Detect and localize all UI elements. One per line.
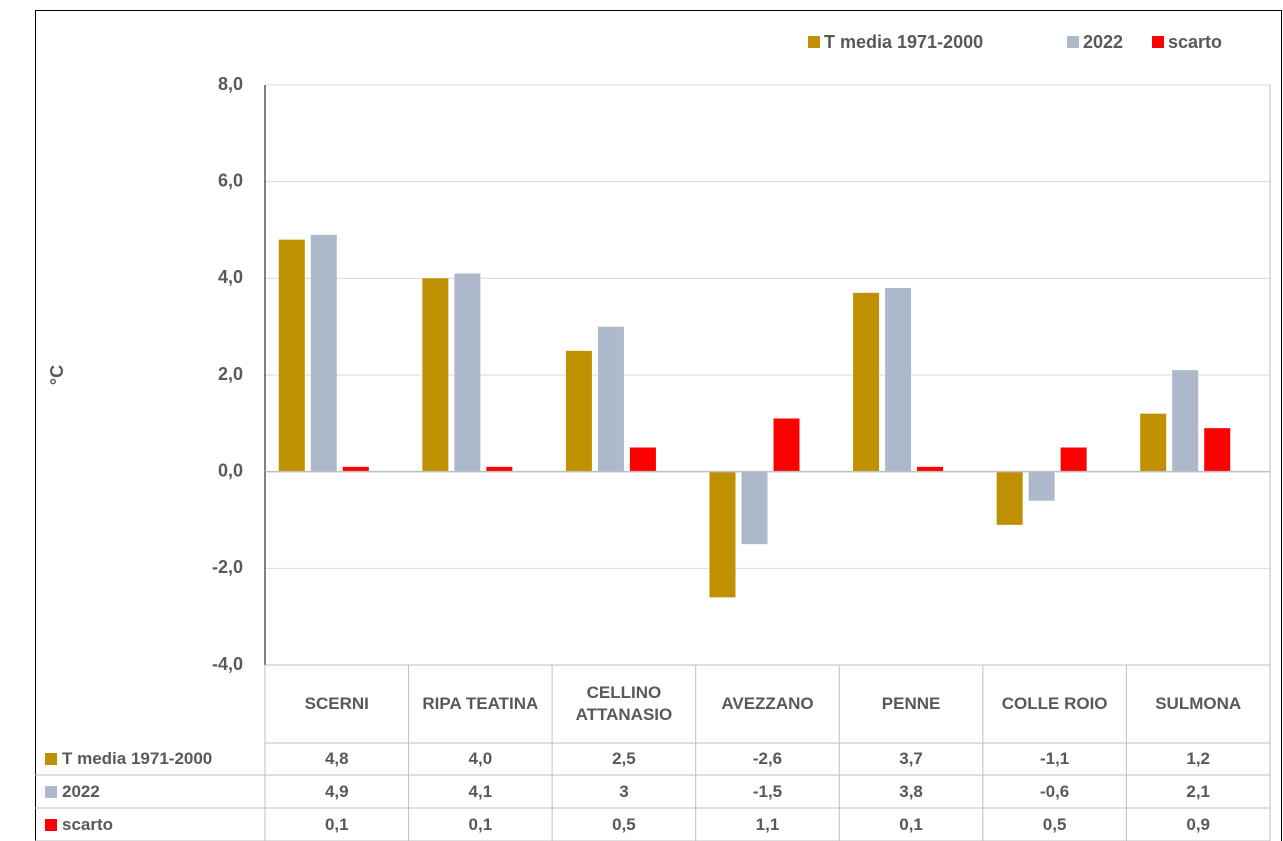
bar: [773, 418, 800, 472]
legend-key: [1152, 36, 1164, 48]
legend-label: T media 1971-2000: [62, 749, 213, 768]
legend-label: scarto: [1168, 32, 1222, 52]
table-value: 1,1: [755, 814, 780, 834]
table-value: 0,5: [1042, 814, 1067, 834]
table-value: 2,1: [1186, 781, 1211, 801]
table-header: COLLE ROIO: [1001, 694, 1108, 713]
table-value: 4,9: [324, 781, 349, 801]
legend-label: scarto: [62, 814, 114, 834]
bar: [310, 234, 337, 472]
table-value: -2,6: [752, 749, 783, 768]
bar: [278, 239, 305, 472]
table-legend: scarto: [35, 808, 265, 841]
legend-label: T media 1971-2000: [824, 32, 983, 52]
y-tick-label: 8,0: [218, 74, 243, 94]
bar: [709, 471, 736, 598]
y-axis-label: °C: [47, 365, 67, 385]
legend-key: [45, 785, 57, 798]
table-value: 4,0: [468, 749, 493, 768]
table-value: 4,1: [468, 781, 493, 801]
table-header: CELLINO ATTANASIO: [575, 683, 673, 724]
legend-label: 2022: [1083, 32, 1123, 52]
bar: [1204, 428, 1231, 472]
legend-key: [808, 36, 820, 48]
table-value: 3: [619, 781, 629, 801]
table-value: 0,9: [1186, 814, 1211, 834]
bar: [1140, 413, 1167, 472]
table-legend: 2022: [35, 775, 265, 808]
bar: [1028, 471, 1055, 501]
table-value: 0,1: [899, 814, 923, 834]
bar: [853, 292, 880, 472]
table-legend: T media 1971-2000: [35, 743, 265, 775]
bar: [454, 273, 481, 472]
table-value: 2,5: [612, 749, 636, 768]
bar: [741, 471, 768, 545]
table-header: AVEZZANO: [721, 694, 814, 713]
table-value: -1,1: [1039, 749, 1070, 768]
y-tick-label: -2,0: [212, 557, 243, 577]
table-value: -0,6: [1039, 781, 1070, 801]
table-header: PENNE: [881, 694, 941, 713]
table-value: 1,2: [1186, 749, 1211, 768]
chart-border: [35, 10, 1282, 841]
bar: [917, 466, 944, 472]
legend-key: [1067, 36, 1079, 48]
bar: [996, 471, 1023, 525]
table-value: -1,5: [752, 781, 783, 801]
legend-key: [45, 753, 57, 765]
table-header: SCERNI: [304, 694, 369, 713]
bar: [565, 350, 592, 472]
table-value: 0,1: [468, 814, 493, 834]
table-header: RIPA TEATINA: [422, 694, 539, 713]
y-tick-label: 6,0: [218, 170, 243, 190]
table-value: 3,7: [899, 749, 923, 768]
legend-key: [45, 818, 57, 831]
y-tick-label: 2,0: [218, 364, 243, 384]
y-tick-label: -4,0: [212, 654, 243, 674]
y-tick-label: 0,0: [218, 460, 243, 480]
bar: [1172, 370, 1199, 472]
bar: [597, 326, 624, 472]
table-value: 0,5: [612, 814, 636, 834]
table-header: SULMONA: [1155, 694, 1242, 713]
bar: [486, 466, 513, 472]
y-tick-label: 4,0: [218, 267, 243, 287]
table-value: 3,8: [899, 781, 923, 801]
table-value: 0,1: [324, 814, 349, 834]
bar: [885, 288, 912, 472]
bar: [629, 447, 656, 472]
table-value: 4,8: [324, 749, 349, 768]
bar: [342, 466, 369, 472]
bar: [1060, 447, 1087, 472]
bar: [422, 278, 449, 472]
legend-label: 2022: [62, 781, 100, 801]
